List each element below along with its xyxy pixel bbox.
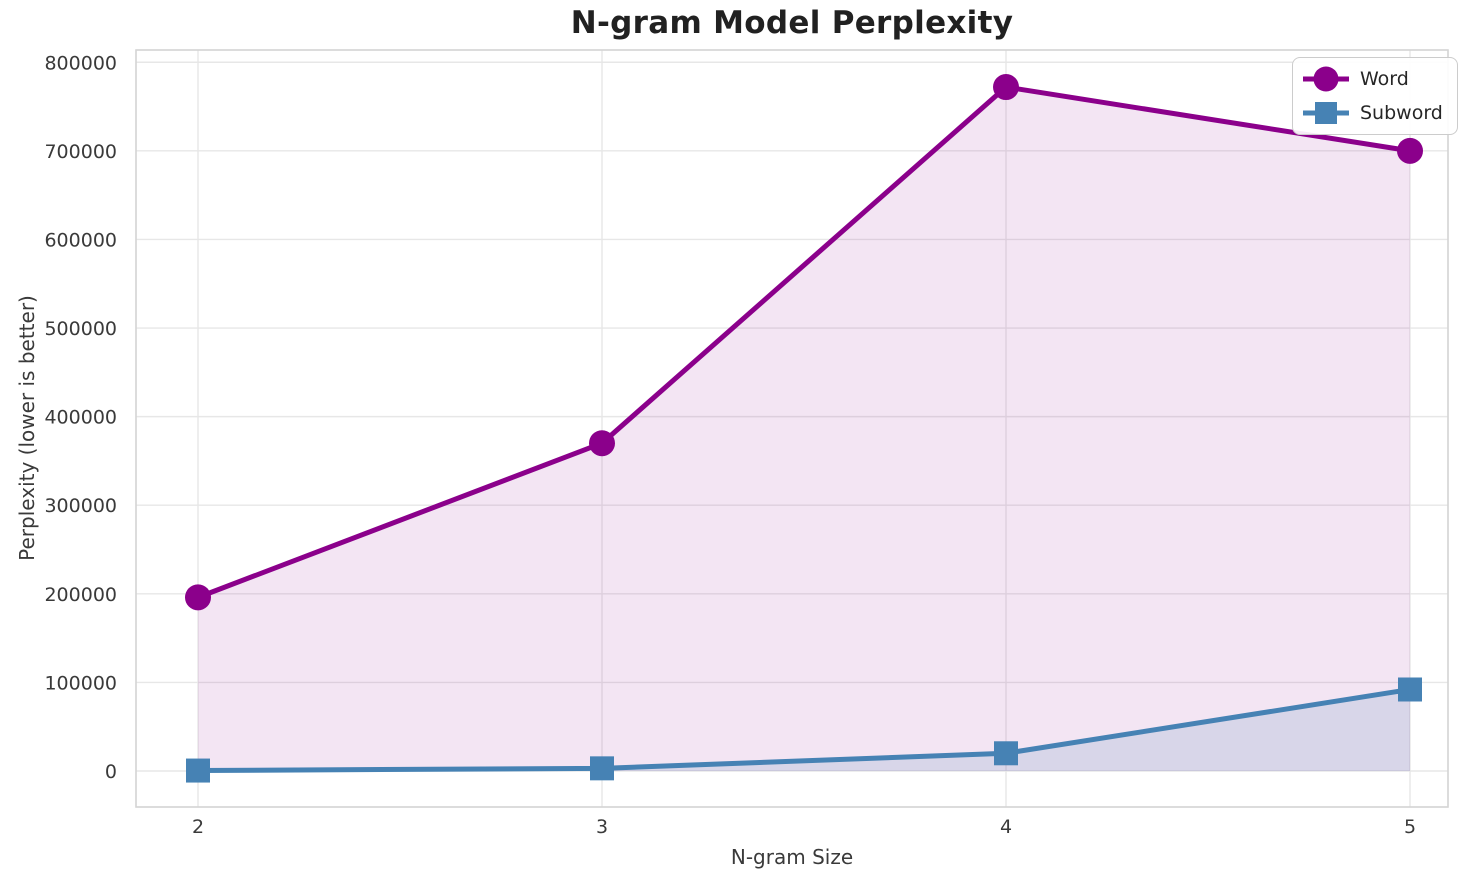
y-tick-label: 500000: [44, 318, 117, 340]
x-tick-label: 2: [192, 816, 204, 838]
series-subword-line: [195, 686, 1413, 774]
series-word-marker: [185, 584, 211, 611]
legend-label: Word: [1360, 67, 1409, 90]
y-tick-label: 800000: [44, 52, 117, 74]
y-tick-label: 0: [105, 761, 117, 783]
legend-label: Subword: [1360, 101, 1443, 124]
series-word-line: [195, 84, 1413, 600]
series-word-marker: [589, 430, 615, 457]
plot-border: [135, 49, 1449, 808]
x-tick-label: 3: [596, 816, 608, 838]
x-tick-label: 5: [1404, 816, 1416, 838]
y-tick-label: 300000: [44, 495, 117, 517]
y-tick-label: 700000: [44, 141, 117, 163]
chart-title: N-gram Model Perplexity: [570, 5, 1014, 41]
series-subword-marker: [590, 756, 614, 781]
y-tick-label: 100000: [44, 672, 117, 694]
x-axis-label: N-gram Size: [730, 845, 854, 869]
series-word-area: [198, 87, 1410, 771]
series-subword-marker: [186, 758, 210, 783]
y-tick-label: 400000: [44, 407, 117, 429]
series-subword-marker: [994, 741, 1018, 766]
legend-square-marker-icon: [1303, 102, 1349, 124]
legend-circle-marker-icon: [1303, 66, 1349, 92]
series-subword-area: [198, 689, 1410, 771]
legend: Word Subword: [1292, 57, 1458, 135]
series-word-marker: [1397, 137, 1423, 164]
series-subword-marker: [1398, 677, 1422, 702]
y-axis-label: Perplexity (lower is better): [15, 295, 39, 561]
y-tick-label: 600000: [44, 229, 117, 251]
legend-item-word: Word: [1302, 62, 1443, 96]
y-tick-label: 200000: [44, 584, 117, 606]
series-word-marker: [993, 74, 1019, 101]
legend-item-subword: Subword: [1302, 96, 1443, 130]
x-tick-label: 4: [1000, 816, 1012, 838]
